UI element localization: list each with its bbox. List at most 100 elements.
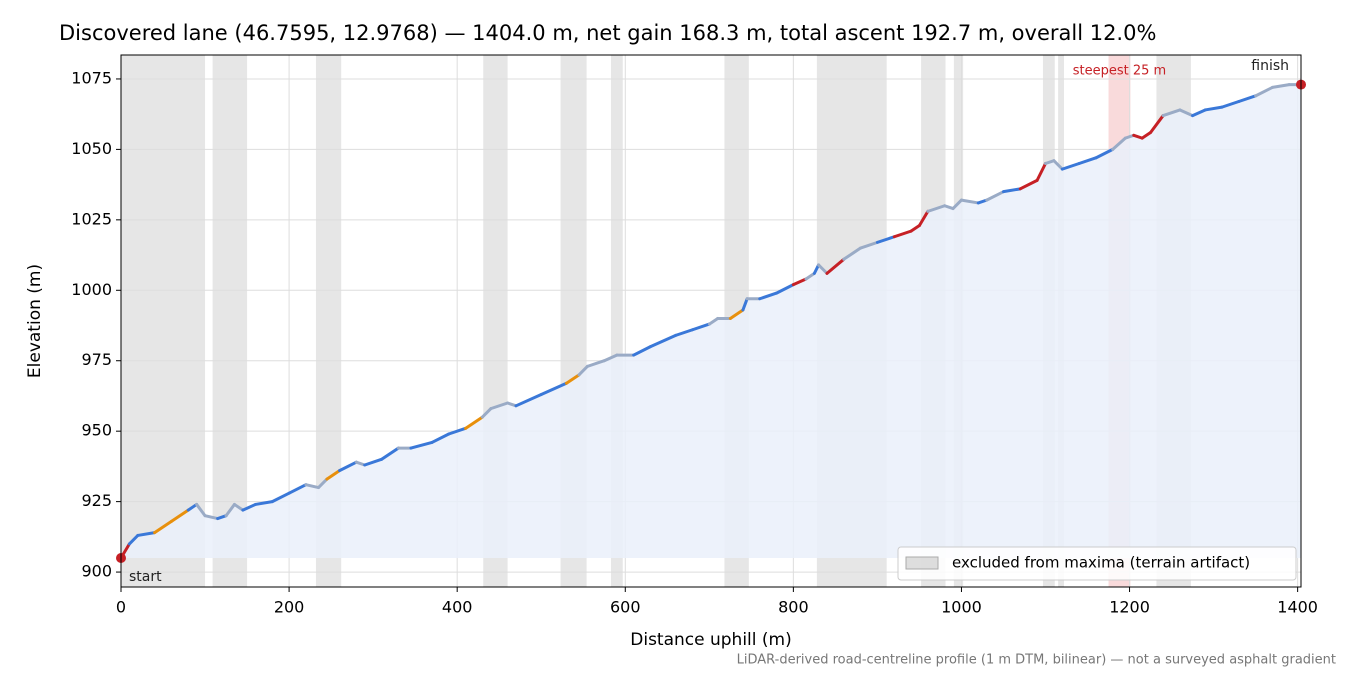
profile-segment [409,440,434,450]
profile-segment [464,415,484,430]
profile-segment [1140,130,1153,140]
profile-segment [489,401,510,411]
y-tick-label: 1075 [71,68,112,87]
profile-segment [1203,105,1224,112]
profile-segment [632,345,652,357]
excluded-band [610,55,623,587]
x-tick-label: 600 [610,598,641,617]
finish-label: finish [1251,58,1289,74]
profile-segment [270,491,291,504]
profile-segment [1018,178,1039,191]
profile-segment [338,460,358,473]
y-tick-label: 950 [81,421,112,440]
profile-segment [203,514,220,521]
profile-segment [674,328,695,337]
profile-segment [127,533,140,546]
profile-segment [791,277,808,287]
profile-segment [1161,108,1182,118]
x-tick-label: 1000 [941,598,982,617]
profile-segment [1220,99,1241,109]
profile-segment [825,257,846,275]
profile-segment [224,502,236,518]
profile-segment [241,502,257,512]
steepest-label: steepest 25 m [1073,64,1166,79]
x-tick-label: 0 [116,598,126,617]
y-tick-label: 1000 [71,280,112,299]
profile-segment [514,393,543,408]
profile-segment [325,469,342,481]
x-tick-label: 400 [442,598,473,617]
profile-segment [859,240,879,250]
profile-segment [317,477,329,490]
profile-segment [1052,159,1064,171]
plot-frame [120,54,1302,588]
profile-segment [959,198,980,205]
profile-segment [564,373,581,385]
x-tick-label: 1200 [1109,598,1150,617]
y-tick-label: 900 [81,562,112,581]
profile-segment [1077,156,1098,165]
y-tick-label: 925 [81,491,112,510]
profile-segment [186,502,199,512]
chart-title: Discovered lane (46.7595, 12.9768) — 140… [59,21,1156,45]
profile-segment [648,333,678,349]
legend-label: excluded from maxima (terrain artifact) [952,554,1250,572]
footnote: LiDAR-derived road-centreline profile (1… [737,653,1336,668]
x-axis-label: Distance uphill (m) [630,630,791,650]
profile-segment [380,446,400,461]
profile-segment [447,426,468,436]
y-tick-label: 1050 [71,139,112,158]
profile-segment [707,316,720,326]
profile-segment [985,190,1005,202]
profile-segment [842,246,863,261]
profile-segment [1237,94,1258,103]
profile-segment [1254,85,1274,98]
profile-segment [169,508,190,523]
profile-segment [136,531,157,537]
profile-segment [1191,108,1207,118]
profile-segment [1111,136,1127,151]
profile-segment [817,263,829,275]
profile-segment [926,204,947,213]
profile-segment [577,364,589,377]
profile-segment [195,502,207,518]
x-tick-label: 200 [274,598,305,617]
profile-segment [1060,161,1081,171]
legend-box [897,546,1297,581]
elevation-area [121,84,1301,558]
profile-segment [741,297,749,312]
profile-segment [775,283,795,295]
profile-segment [691,322,711,332]
profile-segment [1149,114,1165,134]
y-axis-label: Elevation (m) [25,264,45,378]
profile-segment [304,483,321,490]
profile-segment [363,457,384,467]
profile-segment [153,519,173,535]
profile-segment [804,271,816,281]
profile-segment [539,381,568,397]
profile-segment [1094,147,1115,160]
profile-segment [1001,187,1022,194]
profile-segment [430,432,451,444]
excluded-band [121,55,206,587]
y-tick-label: 975 [81,350,112,369]
profile-segment [1035,161,1048,182]
profile-segment [253,500,274,506]
profile-segment [909,223,921,233]
x-tick-label: 800 [778,598,809,617]
start-label: start [129,569,162,585]
profile-segment [232,502,245,512]
profile-segment [287,483,308,495]
profile-segment [585,359,606,368]
profile-segment [917,209,930,227]
profile-segment [951,198,963,211]
excluded-band [212,55,248,587]
profile-segment [758,291,779,301]
profile-segment [728,308,745,320]
profile-segment [1178,108,1195,118]
profile-segment [892,229,913,239]
x-tick-label: 1400 [1277,598,1318,617]
profile-segment [602,353,619,363]
profile-segment [480,407,493,419]
